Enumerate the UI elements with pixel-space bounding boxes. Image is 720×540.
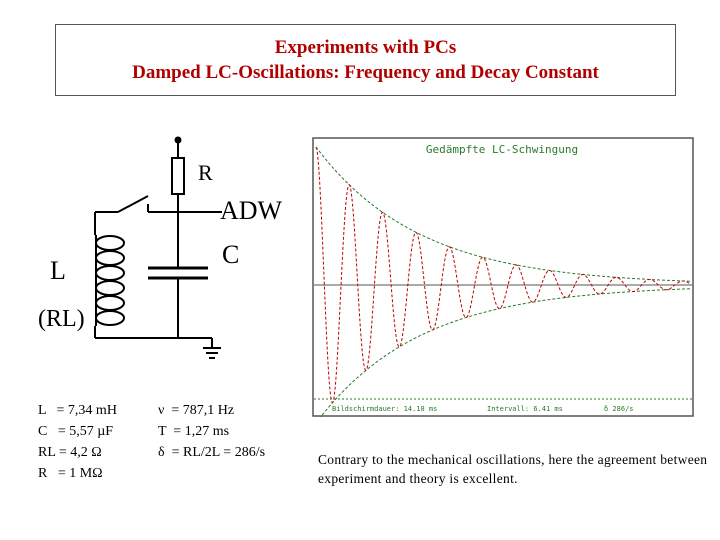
terminal-dot [174, 136, 182, 144]
envelope-lower [319, 288, 691, 417]
oscilloscope-plot: Gedämpfte LC-Schwingung Bildschirmdauer:… [312, 137, 694, 417]
param-c: C = 5,57 µF [38, 424, 114, 439]
circuit-diagram [94, 136, 222, 359]
envelope-upper [315, 146, 691, 282]
param-period: T = 1,27 ms [158, 424, 230, 439]
params-left: L = 7,34 mH C = 5,57 µF RL = 4,2 Ω R = 1… [38, 400, 117, 484]
conclusion-note: Contrary to the mechanical oscillations,… [318, 452, 708, 486]
scope-frame [312, 137, 694, 417]
param-decay: δ = RL/2L = 286/s [158, 445, 266, 460]
label-rl: (RL) [38, 306, 85, 332]
inductor-coil [95, 235, 125, 326]
scope-status-mid: Intervall: 6.41 ms [487, 405, 563, 413]
resistor [171, 157, 185, 195]
param-frequency: ν = 787,1 Hz [158, 403, 235, 418]
param-rl: RL = 4,2 Ω [38, 445, 102, 460]
title-line-1: Experiments with PCs [274, 37, 457, 58]
title-line-2: Damped LC-Oscillations: Frequency and De… [132, 62, 599, 83]
label-r: R [198, 160, 213, 185]
label-c: C [222, 240, 240, 269]
label-adw: ADW [220, 196, 283, 225]
title-box: Experiments with PCs Damped LC-Oscillati… [55, 24, 676, 96]
param-l: L = 7,34 mH [38, 403, 117, 418]
switch-blade [117, 195, 149, 213]
scope-title: Gedämpfte LC-Schwingung [426, 143, 578, 156]
scope-status-right: δ 286/s [604, 405, 634, 413]
param-r: R = 1 MΩ [38, 466, 103, 481]
scope-status-left: Bildschirmdauer: 14.18 ms [332, 405, 437, 413]
params-right: ν = 787,1 Hz T = 1,27 ms δ = RL/2L = 286… [158, 400, 265, 463]
label-l: L [50, 256, 66, 285]
